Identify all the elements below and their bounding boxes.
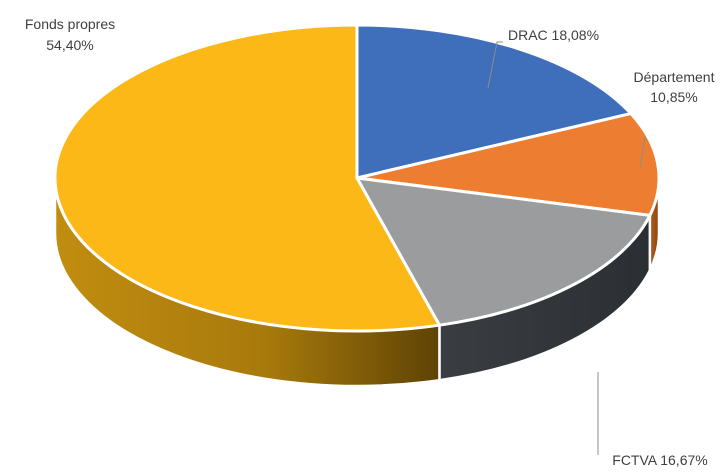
pie-slice-fonds-propres (53, 23, 441, 333)
pie-slice-fctva (355, 176, 652, 327)
departement-leader-line (639, 135, 646, 169)
pie-slice-departement (355, 112, 661, 217)
slice-label-drac: DRAC 18,08% (508, 27, 599, 43)
slice-label-fonds-propres-value: 54,40% (46, 37, 93, 53)
pie-slice-drac (355, 23, 633, 180)
slice-label-departement-value: 10,85% (650, 89, 697, 105)
pie-slices (53, 23, 661, 333)
drac-leader-line (487, 41, 503, 89)
slice-label-fonds-propres-name: Fonds propres (25, 16, 115, 32)
slice-label-fctva: FCTVA 16,67% (612, 452, 707, 468)
slice-label-departement-name: Département (634, 69, 715, 85)
